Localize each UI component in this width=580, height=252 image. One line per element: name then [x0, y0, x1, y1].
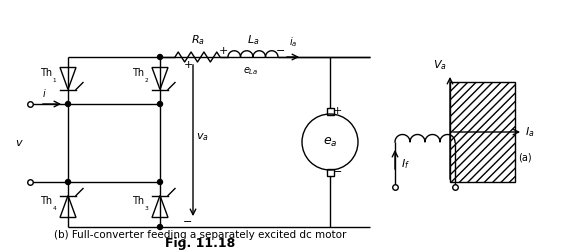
Text: Th: Th: [132, 69, 144, 79]
Text: +: +: [333, 107, 342, 116]
Text: Th: Th: [40, 69, 52, 79]
Text: $_2$: $_2$: [144, 76, 149, 85]
Text: $v_a$: $v_a$: [196, 131, 209, 143]
Text: (b) Full-converter feeding a separately excited dc motor: (b) Full-converter feeding a separately …: [54, 230, 346, 240]
Text: Fig. 11.18: Fig. 11.18: [165, 237, 235, 250]
Text: $R_a$: $R_a$: [190, 33, 205, 47]
Text: −: −: [276, 46, 286, 56]
Circle shape: [66, 102, 71, 107]
Circle shape: [158, 102, 162, 107]
Circle shape: [66, 179, 71, 184]
Text: +: +: [218, 46, 228, 56]
Text: $I_a$: $I_a$: [525, 125, 535, 139]
Bar: [327, 108, 333, 115]
Bar: [327, 169, 333, 176]
Text: $_3$: $_3$: [144, 204, 150, 213]
Text: $v$: $v$: [15, 138, 24, 148]
Text: −: −: [333, 168, 342, 177]
Text: $V_a$: $V_a$: [433, 58, 447, 72]
Text: $I_f$: $I_f$: [401, 158, 410, 171]
Text: $i$: $i$: [42, 87, 46, 99]
Text: $_1$: $_1$: [52, 76, 57, 85]
Circle shape: [158, 179, 162, 184]
Text: $L_a$: $L_a$: [246, 33, 259, 47]
Text: (a): (a): [518, 152, 532, 162]
Circle shape: [158, 225, 162, 230]
Text: $e_{La}$: $e_{La}$: [243, 65, 259, 77]
Text: Th: Th: [132, 197, 144, 206]
Text: $i_a$: $i_a$: [289, 35, 297, 49]
Text: $_4$: $_4$: [52, 204, 57, 213]
Circle shape: [158, 54, 162, 59]
Text: Th: Th: [40, 197, 52, 206]
Text: +: +: [183, 60, 193, 70]
Text: $e_a$: $e_a$: [322, 136, 337, 148]
Text: −: −: [183, 217, 193, 227]
Bar: [450, 82, 515, 182]
